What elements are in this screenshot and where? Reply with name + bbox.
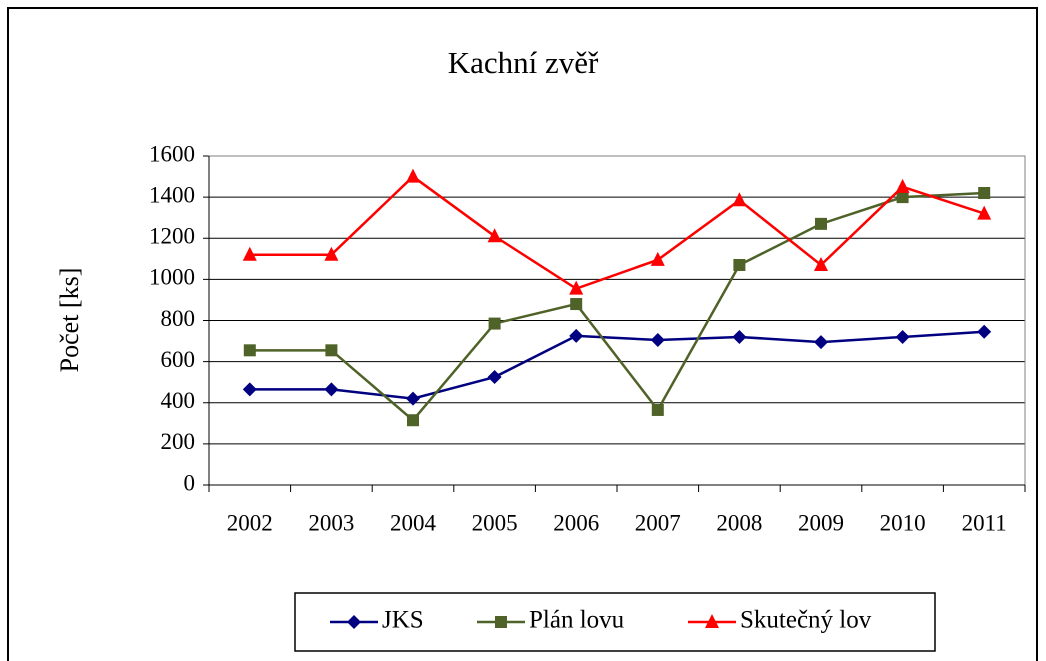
y-axis-label: Počet [ks] bbox=[55, 268, 84, 373]
marker bbox=[495, 616, 507, 628]
marker bbox=[978, 187, 991, 200]
series-line bbox=[249, 174, 985, 291]
x-tick-label: 2009 bbox=[798, 510, 844, 535]
marker bbox=[487, 370, 502, 385]
marker bbox=[406, 391, 420, 406]
marker bbox=[570, 298, 583, 311]
marker bbox=[324, 246, 339, 261]
series-line bbox=[249, 330, 985, 400]
marker bbox=[814, 335, 828, 350]
marker bbox=[896, 191, 909, 204]
marker bbox=[977, 205, 992, 220]
legend-box bbox=[294, 592, 936, 652]
marker bbox=[242, 246, 257, 261]
marker bbox=[487, 228, 502, 243]
x-tick-label: 2008 bbox=[716, 510, 762, 535]
chart-title: Kachní zvěř bbox=[448, 45, 599, 80]
marker bbox=[651, 403, 664, 416]
x-tick-label: 2007 bbox=[635, 510, 681, 535]
y-tick-label: 1200 bbox=[149, 224, 195, 249]
legend-label: JKS bbox=[382, 607, 424, 634]
marker bbox=[650, 251, 665, 266]
marker bbox=[324, 382, 339, 397]
chart-border bbox=[7, 7, 1038, 661]
y-tick-label: 0 bbox=[184, 470, 196, 495]
y-tick-label: 1000 bbox=[149, 265, 195, 290]
legend: JKS Plán lovu Skutečný lov bbox=[294, 592, 936, 652]
marker bbox=[488, 317, 501, 330]
marker bbox=[569, 328, 584, 343]
y-tick-label: 600 bbox=[161, 347, 196, 372]
marker bbox=[243, 344, 256, 357]
x-tick-label: 2010 bbox=[880, 510, 926, 535]
x-tick-label: 2005 bbox=[472, 510, 518, 535]
x-tick-label: 2002 bbox=[227, 510, 273, 535]
legend-label: Skutečný lov bbox=[740, 607, 872, 634]
marker bbox=[325, 344, 338, 357]
legend-label: Plán lovu bbox=[529, 607, 625, 634]
marker bbox=[569, 280, 584, 295]
marker bbox=[407, 414, 419, 427]
marker bbox=[406, 168, 420, 183]
marker bbox=[895, 329, 910, 344]
marker bbox=[732, 192, 747, 207]
marker bbox=[650, 333, 665, 348]
marker bbox=[895, 178, 910, 193]
series-line bbox=[249, 191, 985, 422]
x-tick-label: 2003 bbox=[308, 510, 354, 535]
y-tick-label: 400 bbox=[161, 388, 196, 413]
marker bbox=[977, 324, 992, 339]
marker bbox=[733, 258, 746, 271]
y-tick-label: 200 bbox=[161, 429, 196, 454]
x-tick-label: 2006 bbox=[553, 510, 599, 535]
marker bbox=[815, 217, 827, 230]
y-tick-label: 1400 bbox=[149, 182, 195, 207]
marker bbox=[242, 382, 257, 397]
marker bbox=[347, 615, 361, 629]
y-tick-label: 800 bbox=[161, 306, 196, 331]
marker bbox=[814, 256, 828, 271]
x-tick-label: 2004 bbox=[390, 510, 437, 535]
marker bbox=[705, 614, 719, 628]
y-tick-label: 1600 bbox=[149, 141, 195, 166]
x-tick-label: 2011 bbox=[962, 510, 1007, 535]
marker bbox=[732, 329, 747, 344]
